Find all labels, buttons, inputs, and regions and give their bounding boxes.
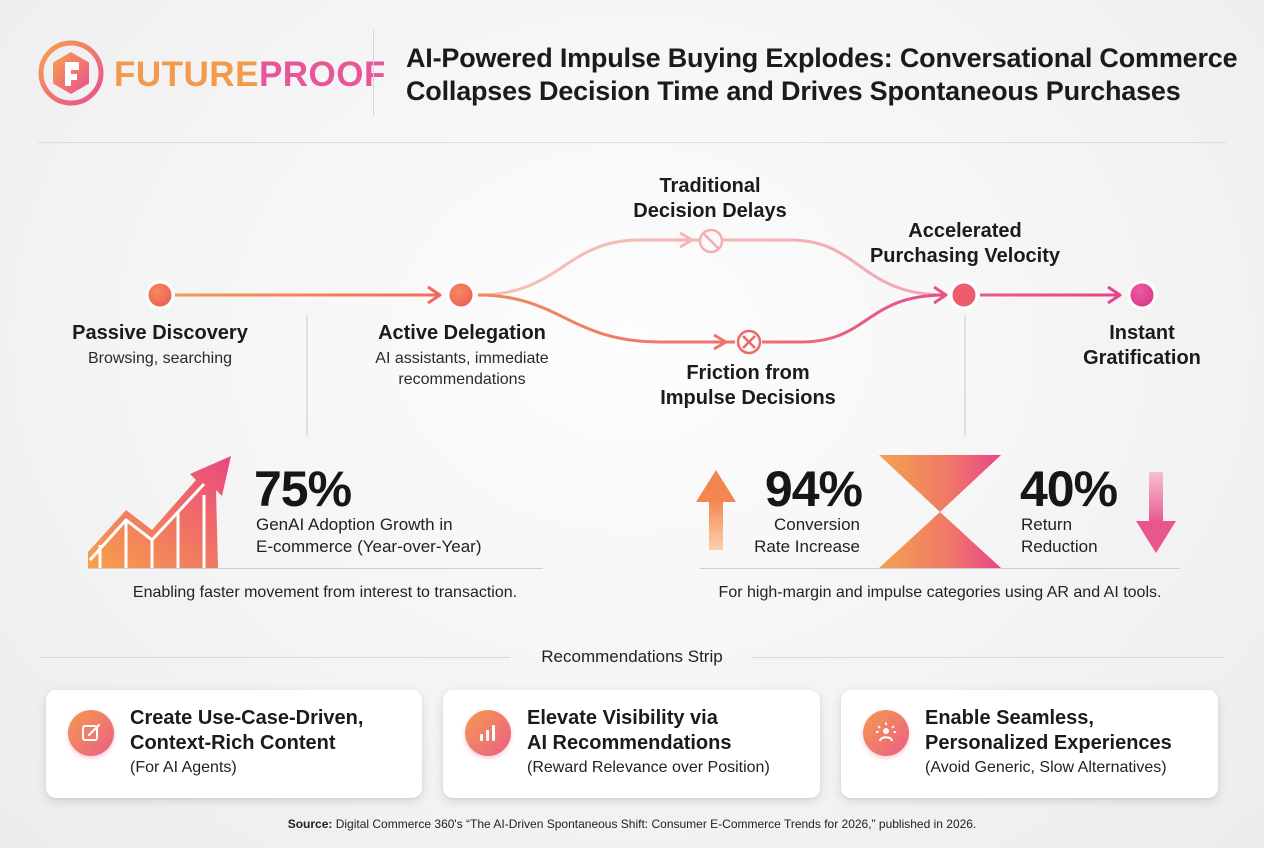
friction-line2: Impulse Decisions (660, 387, 836, 409)
growth-chart-icon (88, 456, 231, 568)
recommendation-card-title-line1: Create Use-Case-Driven, (130, 707, 364, 729)
sparkle-person-icon (863, 710, 909, 756)
page-title: AI-Powered Impulse Buying Explodes: Conv… (406, 42, 1246, 108)
recommendation-card-title: Elevate Visibility via AI Recommendation… (527, 706, 731, 756)
stat-conversion-label-line1: Conversion (774, 515, 860, 534)
recommendation-card-title-line2: AI Recommendations (527, 732, 732, 754)
traditional-delays-line1: Traditional (659, 175, 761, 197)
header-divider (373, 30, 374, 116)
accelerated-velocity-title: Accelerated Purchasing Velocity (835, 219, 1095, 269)
stat-conversion-label-line2: Rate Increase (754, 537, 860, 556)
recommendation-card-visibility: Elevate Visibility via AI Recommendation… (443, 690, 820, 798)
friction-title: Friction from Impulse Decisions (628, 361, 868, 411)
recommendation-card-subtitle: (Avoid Generic, Slow Alternatives) (925, 759, 1167, 776)
active-delegation-subtitle: AI assistants, immediate recommendations (342, 348, 582, 390)
stat-returns-label: Return Reduction (1021, 514, 1171, 558)
arrow-up-icon (696, 470, 736, 550)
prohibit-icon (698, 228, 724, 254)
recommendation-card-title-line2: Context-Rich Content (130, 732, 336, 754)
bar-chart-icon (465, 710, 511, 756)
arrow-down-icon (1136, 472, 1176, 553)
recommendations-rule-left (40, 657, 510, 658)
source-text: Digital Commerce 360's “The AI-Driven Sp… (332, 817, 977, 831)
recommendation-card-experiences: Enable Seamless, Personalized Experience… (841, 690, 1218, 798)
stat-adoption-label-line1: GenAI Adoption Growth in (256, 515, 453, 534)
futureproof-logo-icon (38, 40, 104, 106)
instant-line2: Gratification (1083, 347, 1201, 369)
arrowhead-instant (1107, 285, 1122, 305)
recommendation-card-subtitle: (For AI Agents) (130, 759, 237, 776)
passive-discovery-title: Passive Discovery (72, 322, 248, 344)
recommendation-card-title-line1: Elevate Visibility via (527, 707, 718, 729)
arrowhead-active (427, 285, 442, 305)
active-delegation-title: Active Delegation (378, 322, 546, 344)
accelerated-line1: Accelerated (908, 220, 1022, 242)
node-accelerated (949, 280, 979, 310)
stat-returns-label-line2: Reduction (1021, 537, 1098, 556)
stat-conversion-label: Conversion Rate Increase (700, 514, 860, 558)
stat-conversion-value: 94% (764, 461, 863, 517)
stat-returns-value: 40% (1020, 461, 1118, 517)
recommendations-rule-right (752, 657, 1224, 658)
connector-upper-merge (722, 238, 946, 297)
recommendations-title: Recommendations Strip (541, 647, 723, 666)
stat-adoption-rule (88, 568, 543, 569)
stat-returns-label-line1: Return (1021, 515, 1073, 534)
arrowhead-lower (713, 333, 728, 351)
instant-line1: Instant (1109, 322, 1175, 344)
brand-wordmark: FUTUREPROOF (114, 55, 386, 95)
recommendation-card-title: Enable Seamless, Personalized Experience… (925, 706, 1172, 756)
active-delegation-subtitle-line1: AI assistants, immediate (375, 350, 549, 367)
friction-line1: Friction from (686, 362, 810, 384)
stat-adoption-label: GenAI Adoption Growth in E-commerce (Yea… (256, 514, 546, 558)
brand-part-future: FUTURE (114, 55, 259, 94)
active-delegation-subtitle-line2: recommendations (398, 371, 526, 388)
brand-part-proof: PROOF (258, 55, 386, 94)
recommendation-card-subtitle: (Reward Relevance over Position) (527, 759, 770, 776)
connector-lower-merge (762, 293, 946, 344)
accelerated-line2: Purchasing Velocity (869, 245, 1061, 267)
source-label: Source: (287, 817, 333, 831)
stat-adoption-value: 75% (254, 461, 352, 517)
stat-adoption-label-bold: E-commerce (256, 537, 353, 556)
node-instant-gratification (1127, 280, 1157, 310)
stat-right-rule (700, 568, 1180, 569)
stat-right-caption: For high-margin and impulse categories u… (718, 584, 1162, 601)
recommendation-card-title-line1: Enable Seamless, (925, 707, 1094, 729)
connector-upper-branch (477, 238, 700, 297)
arrowhead-upper (679, 231, 694, 249)
stat-adoption-caption: Enabling faster movement from interest t… (132, 584, 518, 601)
recommendation-card-content: Create Use-Case-Driven, Context-Rich Con… (46, 690, 422, 798)
node-passive-discovery (145, 280, 175, 310)
edit-icon (68, 710, 114, 756)
hourglass-icon (879, 455, 1001, 568)
blocked-x-icon (736, 329, 762, 355)
arrowhead-accelerated (933, 285, 948, 305)
traditional-delays-title: Traditional Decision Delays (590, 174, 830, 224)
header-rule (38, 142, 1226, 143)
recommendation-card-title: Create Use-Case-Driven, Context-Rich Con… (130, 706, 363, 756)
node-active-delegation (446, 280, 476, 310)
page-title-line2: Collapses Decision Time and Drives Spont… (406, 76, 1181, 106)
instant-gratification-title: Instant Gratification (1052, 321, 1232, 371)
connector-lower-branch (477, 293, 735, 344)
passive-discovery-subtitle: Browsing, searching (87, 350, 233, 367)
source-citation: Source: Digital Commerce 360's “The AI-D… (0, 817, 1264, 831)
page-title-line1: AI-Powered Impulse Buying Explodes: Conv… (406, 43, 1238, 73)
stat-adoption-label-rest: (Year-over-Year) (352, 537, 482, 556)
recommendation-card-title-line2: Personalized Experiences (925, 732, 1172, 754)
traditional-delays-line2: Decision Delays (633, 200, 787, 222)
